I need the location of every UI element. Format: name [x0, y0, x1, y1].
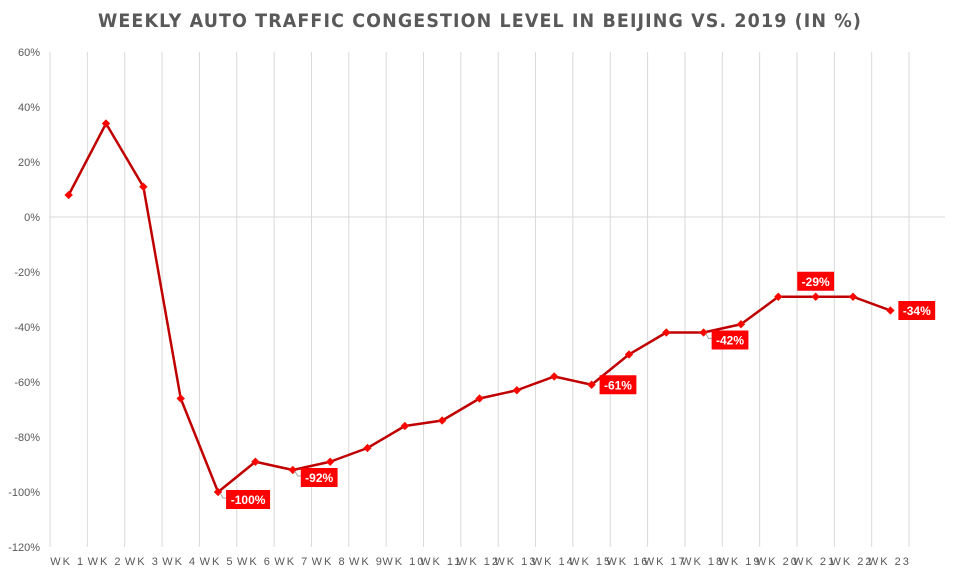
x-tick-label: WK 17	[644, 556, 687, 568]
data-point-marker	[549, 372, 559, 381]
x-tick-label: WK 18	[681, 556, 724, 568]
data-point-marker	[64, 190, 74, 200]
data-point-marker	[363, 443, 372, 453]
data-label: -100%	[226, 490, 271, 509]
data-label-text: -92%	[305, 471, 333, 485]
series-layer	[64, 119, 895, 497]
data-label-box	[898, 301, 936, 320]
y-tick-label: -120%	[8, 542, 40, 554]
data-label: -34%	[898, 301, 936, 320]
data-point-marker	[736, 319, 746, 329]
x-tick-label: WK 1	[50, 556, 85, 568]
data-labels: -100% -92% -61% -42% -29% -34%	[219, 271, 936, 509]
data-point-marker	[773, 292, 783, 302]
data-label: -61%	[599, 375, 637, 395]
y-tick-label: 60%	[18, 47, 40, 59]
x-tick-label: WK 5	[200, 556, 235, 568]
data-label-text: -42%	[716, 334, 744, 348]
y-tick-label: -20%	[14, 267, 40, 279]
data-point-marker	[251, 457, 260, 467]
data-label-text: -34%	[903, 304, 931, 318]
x-tick-label: WK 13	[494, 556, 537, 568]
x-tick-label: WK 7	[274, 556, 309, 568]
data-label: -42%	[711, 330, 749, 350]
data-label-text: -100%	[231, 493, 266, 507]
x-tick-label: WK 21	[793, 556, 836, 568]
data-point-marker	[587, 380, 596, 390]
y-tick-label: 40%	[18, 102, 40, 114]
x-tick-label: WK 19	[718, 556, 761, 568]
data-label-text: -61%	[604, 378, 632, 392]
y-tick-label: -80%	[14, 432, 40, 444]
y-tick-label: -40%	[14, 322, 40, 334]
x-tick-label: WK 16	[606, 556, 649, 568]
data-label-box	[711, 330, 749, 350]
data-point-marker	[288, 465, 298, 475]
gridlines	[49, 52, 945, 547]
data-point-marker	[213, 487, 223, 497]
data-point-marker	[325, 457, 335, 467]
data-point-marker	[475, 394, 484, 403]
data-label-box	[797, 271, 835, 291]
data-point-marker	[699, 328, 708, 337]
data-point-marker	[139, 182, 148, 192]
y-tick-label: -100%	[8, 487, 40, 499]
x-axis-ticks: WK 1 WK 2 WK 3 WK 4 WK 5 WK 6 WK 7 WK 8 WK 9WK 1…	[50, 556, 911, 568]
leader-line	[219, 492, 227, 499]
leader-line	[705, 333, 712, 339]
x-tick-label: WK 4	[162, 556, 197, 568]
data-point-marker	[437, 416, 447, 425]
data-point-marker	[661, 328, 671, 337]
x-tick-label: WK 20	[756, 556, 799, 568]
data-point-marker	[624, 350, 634, 359]
x-tick-label: WK 12	[457, 556, 500, 568]
y-tick-label: 0%	[24, 212, 40, 224]
data-label-text: -29%	[802, 275, 830, 289]
x-tick-label: WK 2	[88, 556, 123, 568]
data-point-marker	[101, 119, 111, 128]
x-tick-label: WK 23	[868, 556, 911, 568]
y-tick-label: -60%	[14, 377, 40, 389]
leader-line	[294, 470, 301, 477]
x-tick-label: WK 15	[569, 556, 612, 568]
data-label-box	[226, 490, 271, 509]
data-point-marker	[811, 292, 821, 302]
x-tick-label: WK 8	[312, 556, 347, 568]
data-point-marker	[512, 385, 522, 395]
x-tick-label: WK 11	[420, 556, 462, 568]
data-label: -29%	[797, 271, 835, 291]
data-point-marker	[848, 292, 858, 302]
data-point-marker	[400, 421, 410, 431]
data-label: -92%	[300, 468, 338, 487]
x-tick-label: WK 3	[125, 556, 160, 568]
chart-title: WEEKLY AUTO TRAFFIC CONGESTION LEVEL IN …	[97, 10, 863, 32]
x-tick-label: WK 22	[831, 556, 874, 568]
series-line	[67, 122, 891, 494]
data-point-marker	[886, 306, 895, 315]
y-axis-ticks: 60% 40% 20% 0% -20% -40% -60% -80% -100% -120%	[8, 47, 40, 554]
x-tick-label: WK 10	[382, 556, 425, 568]
data-label-box	[599, 375, 637, 395]
data-point-marker	[176, 394, 186, 403]
x-tick-label: WK 9	[349, 556, 384, 568]
x-tick-label: WK 14	[532, 556, 575, 568]
data-label-box	[300, 468, 338, 487]
y-tick-label: 20%	[18, 157, 40, 169]
x-tick-label: WK 6	[237, 556, 272, 568]
